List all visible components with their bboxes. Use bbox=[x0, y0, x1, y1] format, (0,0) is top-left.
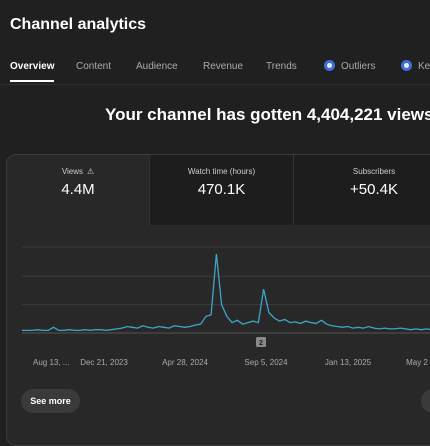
metric-watch-time-value: 470.1K bbox=[197, 181, 246, 198]
next-button[interactable] bbox=[421, 389, 430, 413]
x-tick-label: Jan 13, 2025 bbox=[325, 358, 372, 367]
tab-content[interactable]: Content bbox=[76, 60, 111, 82]
x-tick-label: Dec 21, 2023 bbox=[80, 358, 128, 367]
tab-audience-label: Audience bbox=[136, 61, 178, 72]
x-tick-label: May 2 bbox=[406, 358, 428, 367]
metric-watch-time[interactable]: Watch time (hours) 470.1K bbox=[149, 155, 293, 225]
x-tick-label: Sep 5, 2024 bbox=[244, 358, 288, 367]
metric-subscribers-label: Subscribers bbox=[352, 167, 396, 176]
tab-revenue[interactable]: Revenue bbox=[203, 60, 243, 82]
tab-bar: Overview Content Audience Revenue Trends… bbox=[0, 56, 430, 85]
metric-views-label: Views ⚠ bbox=[61, 167, 95, 176]
x-tick-label: Apr 28, 2024 bbox=[162, 358, 208, 367]
chart-marker[interactable] bbox=[256, 337, 266, 347]
tab-audience[interactable]: Audience bbox=[136, 60, 178, 82]
metric-subscribers-value: +50.4K bbox=[350, 181, 398, 198]
tab-revenue-label: Revenue bbox=[203, 61, 244, 72]
tab-outliers[interactable]: Outliers bbox=[324, 60, 375, 82]
tab-content-label: Content bbox=[76, 61, 112, 72]
blue-circle-icon bbox=[324, 60, 335, 71]
see-more-button[interactable]: See more bbox=[21, 389, 80, 413]
blue-circle-icon bbox=[401, 60, 412, 71]
tab-trends[interactable]: Trends bbox=[266, 60, 297, 82]
metric-views[interactable]: Views ⚠ 4.4M bbox=[7, 155, 149, 225]
x-tick-label: Aug 13, ... bbox=[33, 358, 69, 367]
metric-views-value: 4.4M bbox=[61, 181, 95, 198]
tab-ke[interactable]: Ke bbox=[401, 60, 430, 82]
tab-overview-label: Overview bbox=[10, 61, 55, 72]
chart-marker-label: 2 bbox=[259, 340, 263, 347]
page-title: Channel analytics bbox=[10, 16, 147, 33]
views-headline: Your channel has gotten 4,404,221 views bbox=[105, 105, 430, 124]
tab-ke-label: Ke bbox=[418, 61, 430, 72]
chart-series-line bbox=[22, 253, 430, 332]
tab-overview[interactable]: Overview bbox=[10, 60, 55, 82]
tab-outliers-label: Outliers bbox=[341, 61, 376, 72]
metric-watch-time-label: Watch time (hours) bbox=[187, 167, 256, 176]
warning-icon: ⚠ bbox=[87, 167, 95, 176]
tab-trends-label: Trends bbox=[266, 61, 297, 72]
metric-subscribers[interactable]: Subscribers +50.4K bbox=[293, 155, 430, 225]
views-line-chart: 2 Aug 13, ... Dec 21, 2023 Apr 28, 2024 Sep … bbox=[22, 246, 430, 367]
